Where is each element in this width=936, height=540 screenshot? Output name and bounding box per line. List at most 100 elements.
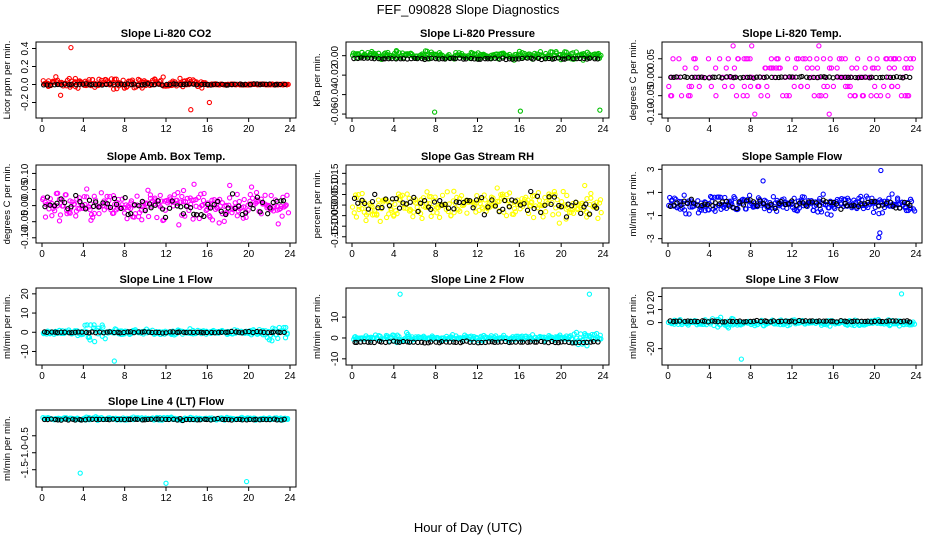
- selected-point: [142, 81, 148, 88]
- panel-title: Slope Li-820 Temp.: [742, 28, 841, 40]
- selected-point: [848, 203, 855, 209]
- selected-point: [358, 55, 364, 61]
- data-point: [827, 56, 833, 62]
- selected-point: [166, 205, 173, 211]
- data-point: [269, 338, 275, 344]
- y-tick-label: 0.15: [330, 163, 341, 183]
- selected-point: [796, 200, 803, 206]
- data-point: [275, 335, 281, 342]
- selected-point: [243, 210, 249, 216]
- selected-point: [419, 56, 425, 62]
- selected-point: [215, 198, 221, 205]
- data-point: [766, 207, 773, 214]
- data-point: [777, 65, 783, 71]
- selected-point: [355, 200, 361, 206]
- outlier-point: [816, 43, 822, 49]
- y-tick-label: -0.10: [330, 214, 341, 237]
- data-point: [839, 56, 845, 62]
- selected-point: [202, 81, 208, 88]
- y-tick-label: -0.06: [330, 102, 341, 125]
- data-point: [723, 65, 729, 71]
- selected-point: [111, 195, 118, 202]
- selected-point: [208, 417, 214, 423]
- data-point: [854, 65, 860, 71]
- data-point: [877, 93, 884, 99]
- data-point: [428, 213, 434, 220]
- data-point: [598, 209, 604, 216]
- selected-point: [52, 329, 58, 335]
- selected-point: [237, 81, 243, 87]
- selected-point: [595, 339, 601, 345]
- selected-point: [712, 318, 718, 324]
- data-point: [134, 193, 140, 199]
- data-point: [374, 211, 380, 217]
- y-axis-label: ml/min per min.: [628, 294, 639, 359]
- selected-point: [68, 204, 74, 210]
- selected-point: [44, 194, 51, 200]
- selected-point: [148, 416, 154, 422]
- selected-point: [204, 81, 211, 88]
- selected-point: [100, 416, 106, 423]
- selected-point: [58, 196, 64, 202]
- data-point: [847, 83, 853, 90]
- selected-point: [907, 74, 913, 81]
- data-point: [406, 333, 412, 339]
- selected-point: [443, 339, 449, 345]
- data-point: [716, 56, 723, 62]
- data-point: [828, 212, 834, 218]
- data-point: [474, 192, 480, 199]
- selected-point: [845, 74, 851, 81]
- selected-point: [125, 211, 131, 218]
- data-point: [209, 217, 216, 223]
- selected-point: [232, 205, 238, 212]
- selected-point: [668, 74, 674, 80]
- x-tick-label: 24: [284, 493, 296, 504]
- data-point: [685, 93, 692, 99]
- selected-point: [786, 74, 793, 80]
- selected-point: [901, 318, 907, 324]
- panel-grid: Slope Li-820 CO2 Licor ppm per min. 0 4 8 12 1…: [2, 28, 923, 504]
- outlier-point: [243, 478, 250, 485]
- data-point: [809, 65, 815, 71]
- outlier-point: [517, 108, 524, 114]
- data-point: [894, 195, 901, 201]
- y-tick-label: 0: [20, 329, 31, 335]
- selected-point: [146, 329, 152, 335]
- selected-point: [174, 417, 180, 423]
- selected-point: [689, 74, 695, 81]
- data-point: [686, 83, 692, 90]
- data-point: [201, 190, 207, 197]
- selected-point: [887, 199, 894, 205]
- selected-point: [887, 74, 894, 81]
- selected-point: [415, 208, 421, 215]
- selected-point: [181, 329, 187, 335]
- x-tick-label: 16: [828, 124, 840, 135]
- x-tick-label: 4: [707, 249, 713, 260]
- selected-point: [768, 319, 774, 325]
- x-tick-label: 8: [122, 124, 128, 135]
- selected-point: [178, 204, 184, 210]
- data-point: [804, 83, 811, 90]
- selected-point: [58, 82, 65, 88]
- data-point: [807, 56, 813, 62]
- outlier-point: [749, 43, 755, 49]
- selected-point: [890, 318, 896, 324]
- selected-point: [153, 416, 159, 422]
- data-point: [870, 209, 877, 216]
- selected-point: [486, 339, 492, 345]
- selected-point: [866, 75, 873, 81]
- y-tick-label: 0.00: [20, 195, 31, 215]
- data-point: [432, 194, 438, 200]
- data-point: [356, 206, 362, 213]
- selected-point: [592, 56, 598, 62]
- data-point: [822, 201, 829, 208]
- selected-point: [200, 330, 207, 336]
- data-point: [363, 217, 369, 224]
- data-point: [568, 56, 574, 62]
- data-point: [908, 65, 914, 71]
- selected-point: [75, 329, 81, 335]
- selected-point: [148, 205, 154, 211]
- data-point: [199, 202, 206, 208]
- data-point: [826, 205, 832, 211]
- selected-point: [152, 202, 158, 208]
